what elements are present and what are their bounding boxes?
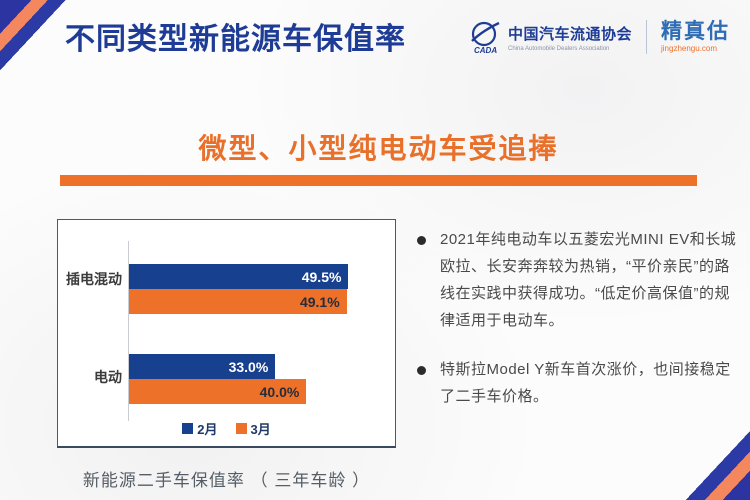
legend-label-mar: 3月 — [250, 422, 271, 437]
corner-decoration-top-left — [0, 0, 122, 132]
bar-feb-phev: 49.5% — [129, 264, 349, 289]
section-title: 微型、小型纯电动车受追捧 — [198, 133, 559, 164]
corner-decoration-bottom-right — [638, 388, 750, 500]
association-text-block: 中国汽车流通协会 China Automobile Dealers Associ… — [508, 23, 632, 52]
chart-legend: 2月 3月 — [58, 419, 395, 438]
legend-item-feb: 2月 — [182, 419, 218, 438]
insight-text-2: 特斯拉Model Y新车首次涨价，也间接稳定了二手车价格。 — [440, 361, 731, 405]
bar-mar-phev: 49.1% — [129, 289, 347, 314]
legend-swatch-mar — [235, 423, 247, 434]
legend-item-mar: 3月 — [235, 419, 271, 438]
category-label-ev: 电动 — [94, 369, 122, 385]
insights-list: 2021年纯电动车以五菱宏光MINI EV和长城欧拉、长安奔奔较为热销，“平价亲… — [417, 226, 741, 410]
bar-feb-ev: 33.0% — [129, 354, 276, 379]
cada-logo-icon: CADA — [468, 20, 500, 55]
association-name-en: China Automobile Dealers Association — [507, 45, 610, 52]
legend-swatch-feb — [182, 423, 194, 434]
logo-group: CADA 中国汽车流通协会 China Automobile Dealers A… — [468, 19, 730, 55]
insight-text-1: 2021年纯电动车以五菱宏光MINI EV和长城欧拉、长安奔奔较为热销，“平价亲… — [440, 231, 737, 329]
brand-site: jingzhengu.com — [661, 44, 718, 54]
association-name: 中国汽车流通协会 — [507, 25, 632, 43]
bar-value-label: 40.0% — [259, 383, 300, 400]
orange-divider — [60, 175, 697, 186]
insight-bullet-2: 特斯拉Model Y新车首次涨价，也间接稳定了二手车价格。 — [417, 356, 741, 410]
insight-bullet-1: 2021年纯电动车以五菱宏光MINI EV和长城欧拉、长安奔奔较为热销，“平价亲… — [417, 226, 741, 334]
legend-label-feb: 2月 — [197, 422, 218, 437]
brand-name: 精真估 — [661, 19, 730, 43]
bar-value-label: 49.5% — [301, 268, 342, 285]
bar-value-label: 49.1% — [299, 293, 340, 310]
brand-block: 精真估 jingzhengu.com — [661, 19, 730, 54]
chart-caption: 新能源二手车保值率 （ 三年车龄 ） — [82, 471, 371, 490]
bar-mar-ev: 40.0% — [129, 379, 307, 404]
bullet-dot — [417, 236, 426, 245]
category-label-phev: 插电混动 — [66, 271, 122, 287]
logo-divider — [646, 20, 647, 54]
bar-value-label: 33.0% — [228, 358, 269, 375]
svg-text:CADA: CADA — [474, 46, 497, 54]
bar-chart: 插电混动 49.5% 49.1% 电动 33.0% 40.0% 2月 3月 — [57, 219, 396, 448]
chart-axis-line — [128, 241, 129, 421]
page-title: 不同类型新能源车保值率 — [65, 23, 406, 56]
bullet-dot — [417, 366, 426, 375]
